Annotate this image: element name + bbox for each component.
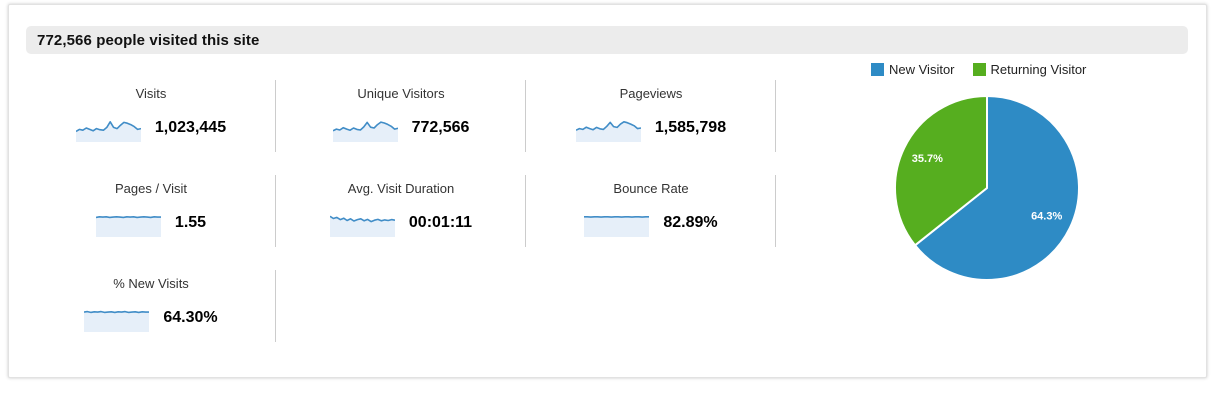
metric-label: % New Visits: [113, 276, 189, 291]
sparkline-area: [332, 122, 398, 142]
metric-tile-unique-visitors[interactable]: Unique Visitors 772,566: [276, 78, 526, 173]
metric-label: Unique Visitors: [357, 86, 445, 101]
legend-item-new-visitor: New Visitor: [871, 62, 955, 77]
sparkline-chart: [332, 121, 398, 142]
metrics-grid: Visits 1,023,445 Unique Visitors 772,566…: [26, 78, 776, 363]
legend-label: Returning Visitor: [990, 62, 1087, 77]
sparkline-line: [329, 215, 395, 223]
metric-value: 1.55: [174, 214, 207, 231]
pie-slice-new-visitor[interactable]: [914, 95, 1080, 281]
metric-value: 772,566: [411, 119, 470, 136]
metric-label: Bounce Rate: [613, 181, 689, 196]
sparkline-chart: [575, 121, 641, 142]
metric-label: Visits: [135, 86, 167, 101]
metric-label: Pageviews: [619, 86, 683, 101]
visitor-type-pie-chart[interactable]: 64.3% 35.7%: [877, 78, 1097, 298]
metric-tile-avg-visit-duration[interactable]: Avg. Visit Duration 00:01:11: [276, 173, 526, 268]
metric-tile-bounce-rate[interactable]: Bounce Rate 82.89%: [526, 173, 776, 268]
metric-tile-pageviews[interactable]: Pageviews 1,585,798: [526, 78, 776, 173]
legend-label: New Visitor: [889, 62, 955, 77]
metric-value: 82.89%: [663, 214, 718, 231]
sparkline-chart: [584, 216, 650, 237]
metric-label: Pages / Visit: [114, 181, 188, 196]
metric-tile-percent-new-visits[interactable]: % New Visits 64.30%: [26, 268, 276, 363]
metric-value: 1,585,798: [654, 119, 727, 136]
pie-slice-returning-visitor[interactable]: [894, 95, 988, 247]
report-card: 772,566 people visited this site Visits …: [8, 4, 1207, 378]
metric-label: Avg. Visit Duration: [347, 181, 455, 196]
pie-legend: New Visitor Returning Visitor: [871, 62, 1086, 77]
sparkline-area: [95, 216, 161, 237]
metric-value: 64.30%: [163, 309, 218, 326]
sparkline-line: [575, 121, 641, 131]
sparkline-line: [84, 310, 150, 314]
sparkline-chart: [75, 121, 141, 142]
summary-header-bar: 772,566 people visited this site: [26, 26, 1188, 54]
summary-title: 772,566 people visited this site: [37, 31, 260, 49]
pie-slice-label: 35.7%: [912, 153, 943, 165]
legend-item-returning-visitor: Returning Visitor: [972, 62, 1087, 77]
metric-value: 1,023,445: [154, 119, 227, 136]
legend-swatch-returning-visitor: [972, 63, 986, 76]
sparkline-line: [95, 216, 161, 219]
sparkline-chart: [95, 216, 161, 237]
sparkline-chart: [329, 215, 395, 237]
metric-value: 00:01:11: [408, 214, 473, 231]
sparkline-chart: [84, 310, 150, 332]
legend-swatch-new-visitor: [871, 63, 884, 76]
metric-tile-visits[interactable]: Visits 1,023,445: [26, 78, 276, 173]
metric-tile-pages-per-visit[interactable]: Pages / Visit 1.55: [26, 173, 276, 268]
sparkline-line: [75, 121, 141, 133]
sparkline-area: [584, 216, 650, 237]
sparkline-area: [575, 121, 641, 142]
sparkline-area: [329, 216, 395, 237]
sparkline-area: [84, 311, 150, 332]
sparkline-line: [332, 121, 398, 132]
sparkline-area: [75, 121, 141, 142]
pie-slice-label: 64.3%: [1031, 211, 1062, 223]
